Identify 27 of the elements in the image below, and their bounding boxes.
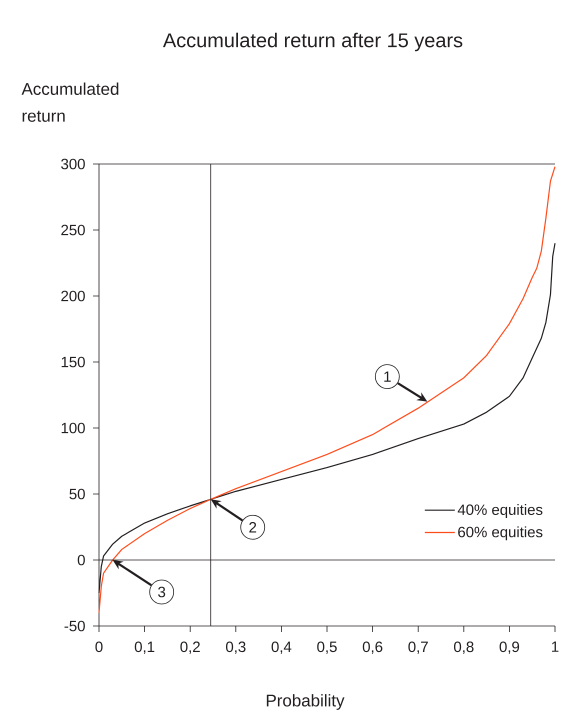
y-tick-label: 250 <box>61 224 85 236</box>
y-tick-label: 0 <box>78 554 85 566</box>
y-tick-label: 300 <box>61 158 85 170</box>
x-tick-label: 0 <box>95 642 103 652</box>
x-tick-label: 0,7 <box>408 642 428 654</box>
y-tick-label: 50 <box>69 488 85 500</box>
x-tick-label: 0,4 <box>272 642 292 654</box>
y-tick-label: 150 <box>62 356 85 368</box>
x-tick-label: 0,3 <box>226 642 246 654</box>
x-tick-label: 0,8 <box>454 642 474 654</box>
y-tick-label: 100 <box>62 422 85 434</box>
x-tick-label: 0,5 <box>317 642 337 654</box>
annotation: 3 <box>158 586 166 598</box>
y-tick-label: -50 <box>64 620 85 632</box>
legend-label: 40% equities <box>458 504 542 518</box>
chart-title: Accumulated return after 15 years <box>162 32 462 52</box>
x-tick-label: 0,2 <box>180 642 200 654</box>
y-tick-label: 200 <box>61 290 85 302</box>
x-tick-label: 0,6 <box>362 642 382 654</box>
annotation: 2 <box>249 522 256 532</box>
legend-label: 60% equities <box>458 526 542 540</box>
annotation: 1 <box>384 371 391 382</box>
x-tick-label: 0,9 <box>500 642 520 654</box>
x-tick-label: 0,1 <box>134 642 154 654</box>
y-axis-title: Accumulated return <box>22 82 118 122</box>
x-tick-label: 1 <box>552 642 558 652</box>
x-axis-title: Probability <box>266 694 344 710</box>
